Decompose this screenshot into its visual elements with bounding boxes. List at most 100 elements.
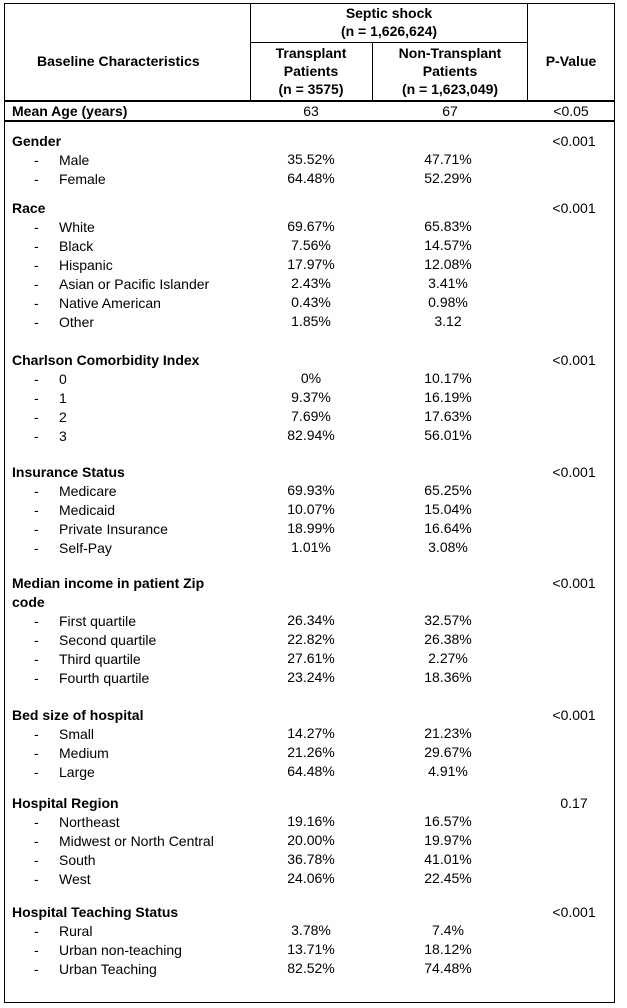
bullet-dash: - [34, 219, 39, 235]
row-label: Rural [59, 923, 93, 939]
section-pvalue: <0.001 [552, 707, 596, 723]
section-title: Median income in patient Zip [12, 575, 205, 591]
bullet-dash: - [34, 501, 39, 518]
baseline-characteristics-header: Baseline Characteristics [37, 53, 200, 69]
transplant-value: 23.24% [287, 668, 335, 685]
row-label: Fourth quartile [59, 669, 150, 686]
nontransplant-value: 29.67% [424, 743, 472, 760]
section-pvalue: <0.001 [552, 904, 596, 920]
row-label: South [59, 851, 96, 868]
septic-shock-header: Septic shock [345, 5, 433, 21]
row-label: Medicare [59, 483, 117, 499]
nontransplant-value: 22.45% [424, 869, 472, 886]
bullet-dash: - [34, 408, 39, 425]
row-label: Urban Teaching [59, 960, 157, 977]
nontransplant-header-line2: Patients [422, 63, 478, 79]
transplant-value: 0% [300, 370, 322, 386]
transplant-value: 27.61% [287, 649, 335, 666]
nontransplant-value: 18.12% [424, 940, 472, 957]
bullet-dash: - [34, 832, 39, 849]
nontransplant-value: 10.17% [424, 370, 472, 386]
column-divider-3 [372, 42, 373, 101]
bullet-dash: - [34, 427, 39, 444]
row-label: Third quartile [59, 650, 141, 667]
bullet-dash: - [34, 539, 39, 556]
nontransplant-value: 32.57% [424, 612, 472, 628]
transplant-value: 24.06% [287, 869, 335, 886]
bullet-dash: - [34, 923, 39, 939]
pvalue-header: P-Value [545, 53, 597, 69]
bullet-dash: - [34, 763, 39, 780]
section-title: Gender [12, 133, 62, 149]
bullet-dash: - [34, 520, 39, 537]
row-label: Native American [59, 294, 161, 311]
nontransplant-value: 7.4% [432, 922, 464, 938]
row-label: Second quartile [59, 631, 157, 648]
bullet-dash: - [34, 960, 39, 977]
bullet-dash: - [34, 726, 39, 742]
transplant-value: 26.34% [287, 612, 335, 628]
mean-age-nontransplant: 67 [442, 103, 458, 119]
nontransplant-value: 16.64% [424, 519, 472, 536]
nontransplant-value: 3.41% [428, 274, 468, 291]
row-label: Hispanic [59, 256, 113, 273]
nontransplant-value: 56.01% [424, 426, 472, 443]
row-label: Black [59, 237, 94, 254]
nontransplant-value: 41.01% [424, 850, 472, 867]
transplant-value: 82.52% [287, 959, 335, 976]
transplant-header-line1: Transplant [275, 45, 347, 61]
bullet-dash: - [34, 613, 39, 629]
transplant-value: 69.67% [287, 218, 335, 234]
transplant-value: 14.27% [287, 725, 335, 741]
bullet-dash: - [34, 170, 39, 187]
row-label: Midwest or North Central [59, 832, 214, 849]
septic-shock-count: (n = 1,626,624) [340, 23, 438, 39]
row-label: Medium [59, 744, 109, 761]
section-pvalue: <0.001 [552, 133, 596, 149]
table-frame [4, 3, 615, 1003]
nontransplant-value: 2.27% [428, 649, 468, 666]
section-pvalue: 0.17 [560, 795, 588, 811]
nontransplant-value: 12.08% [424, 255, 472, 272]
nontransplant-value: 74.48% [424, 959, 472, 976]
transplant-value: 18.99% [287, 519, 335, 536]
nontransplant-value: 14.57% [424, 236, 472, 253]
nontransplant-value: 3.08% [428, 538, 468, 555]
transplant-value: 2.43% [291, 274, 331, 291]
bullet-dash: - [34, 631, 39, 648]
transplant-value: 20.00% [287, 831, 335, 848]
nontransplant-value: 16.57% [424, 813, 472, 829]
nontransplant-value: 17.63% [424, 407, 472, 424]
nontransplant-value: 47.71% [424, 151, 472, 167]
transplant-value: 7.69% [291, 407, 331, 424]
transplant-header-count: (n = 3575) [278, 81, 344, 97]
section-title: Race [12, 200, 46, 216]
column-divider-2 [527, 3, 528, 101]
transplant-value: 3.78% [291, 922, 331, 938]
row-label: Private Insurance [59, 520, 168, 537]
bullet-dash: - [34, 371, 39, 387]
row-label: Large [59, 763, 95, 780]
section-pvalue: <0.001 [552, 575, 596, 591]
row-label: Self-Pay [59, 539, 112, 556]
section-pvalue: <0.001 [552, 200, 596, 216]
bullet-dash: - [34, 313, 39, 330]
nontransplant-value: 15.04% [424, 500, 472, 517]
transplant-value: 64.48% [287, 169, 335, 186]
row-label: West [59, 870, 91, 887]
section-pvalue: <0.001 [552, 464, 596, 480]
bullet-dash: - [34, 650, 39, 667]
transplant-value: 82.94% [287, 426, 335, 443]
row-label: Other [59, 313, 95, 330]
nontransplant-value: 65.25% [424, 482, 472, 498]
nontransplant-header-line1: Non-Transplant [398, 45, 502, 61]
section-title: Charlson Comorbidity Index [12, 352, 200, 368]
row-label: White [59, 219, 95, 235]
row-label: Urban non-teaching [59, 941, 182, 958]
bullet-dash: - [34, 237, 39, 254]
row-label: 1 [59, 389, 67, 406]
transplant-value: 7.56% [291, 236, 331, 253]
bullet-dash: - [34, 275, 39, 292]
row-label: Northeast [59, 814, 120, 830]
nontransplant-value: 65.83% [424, 218, 472, 234]
